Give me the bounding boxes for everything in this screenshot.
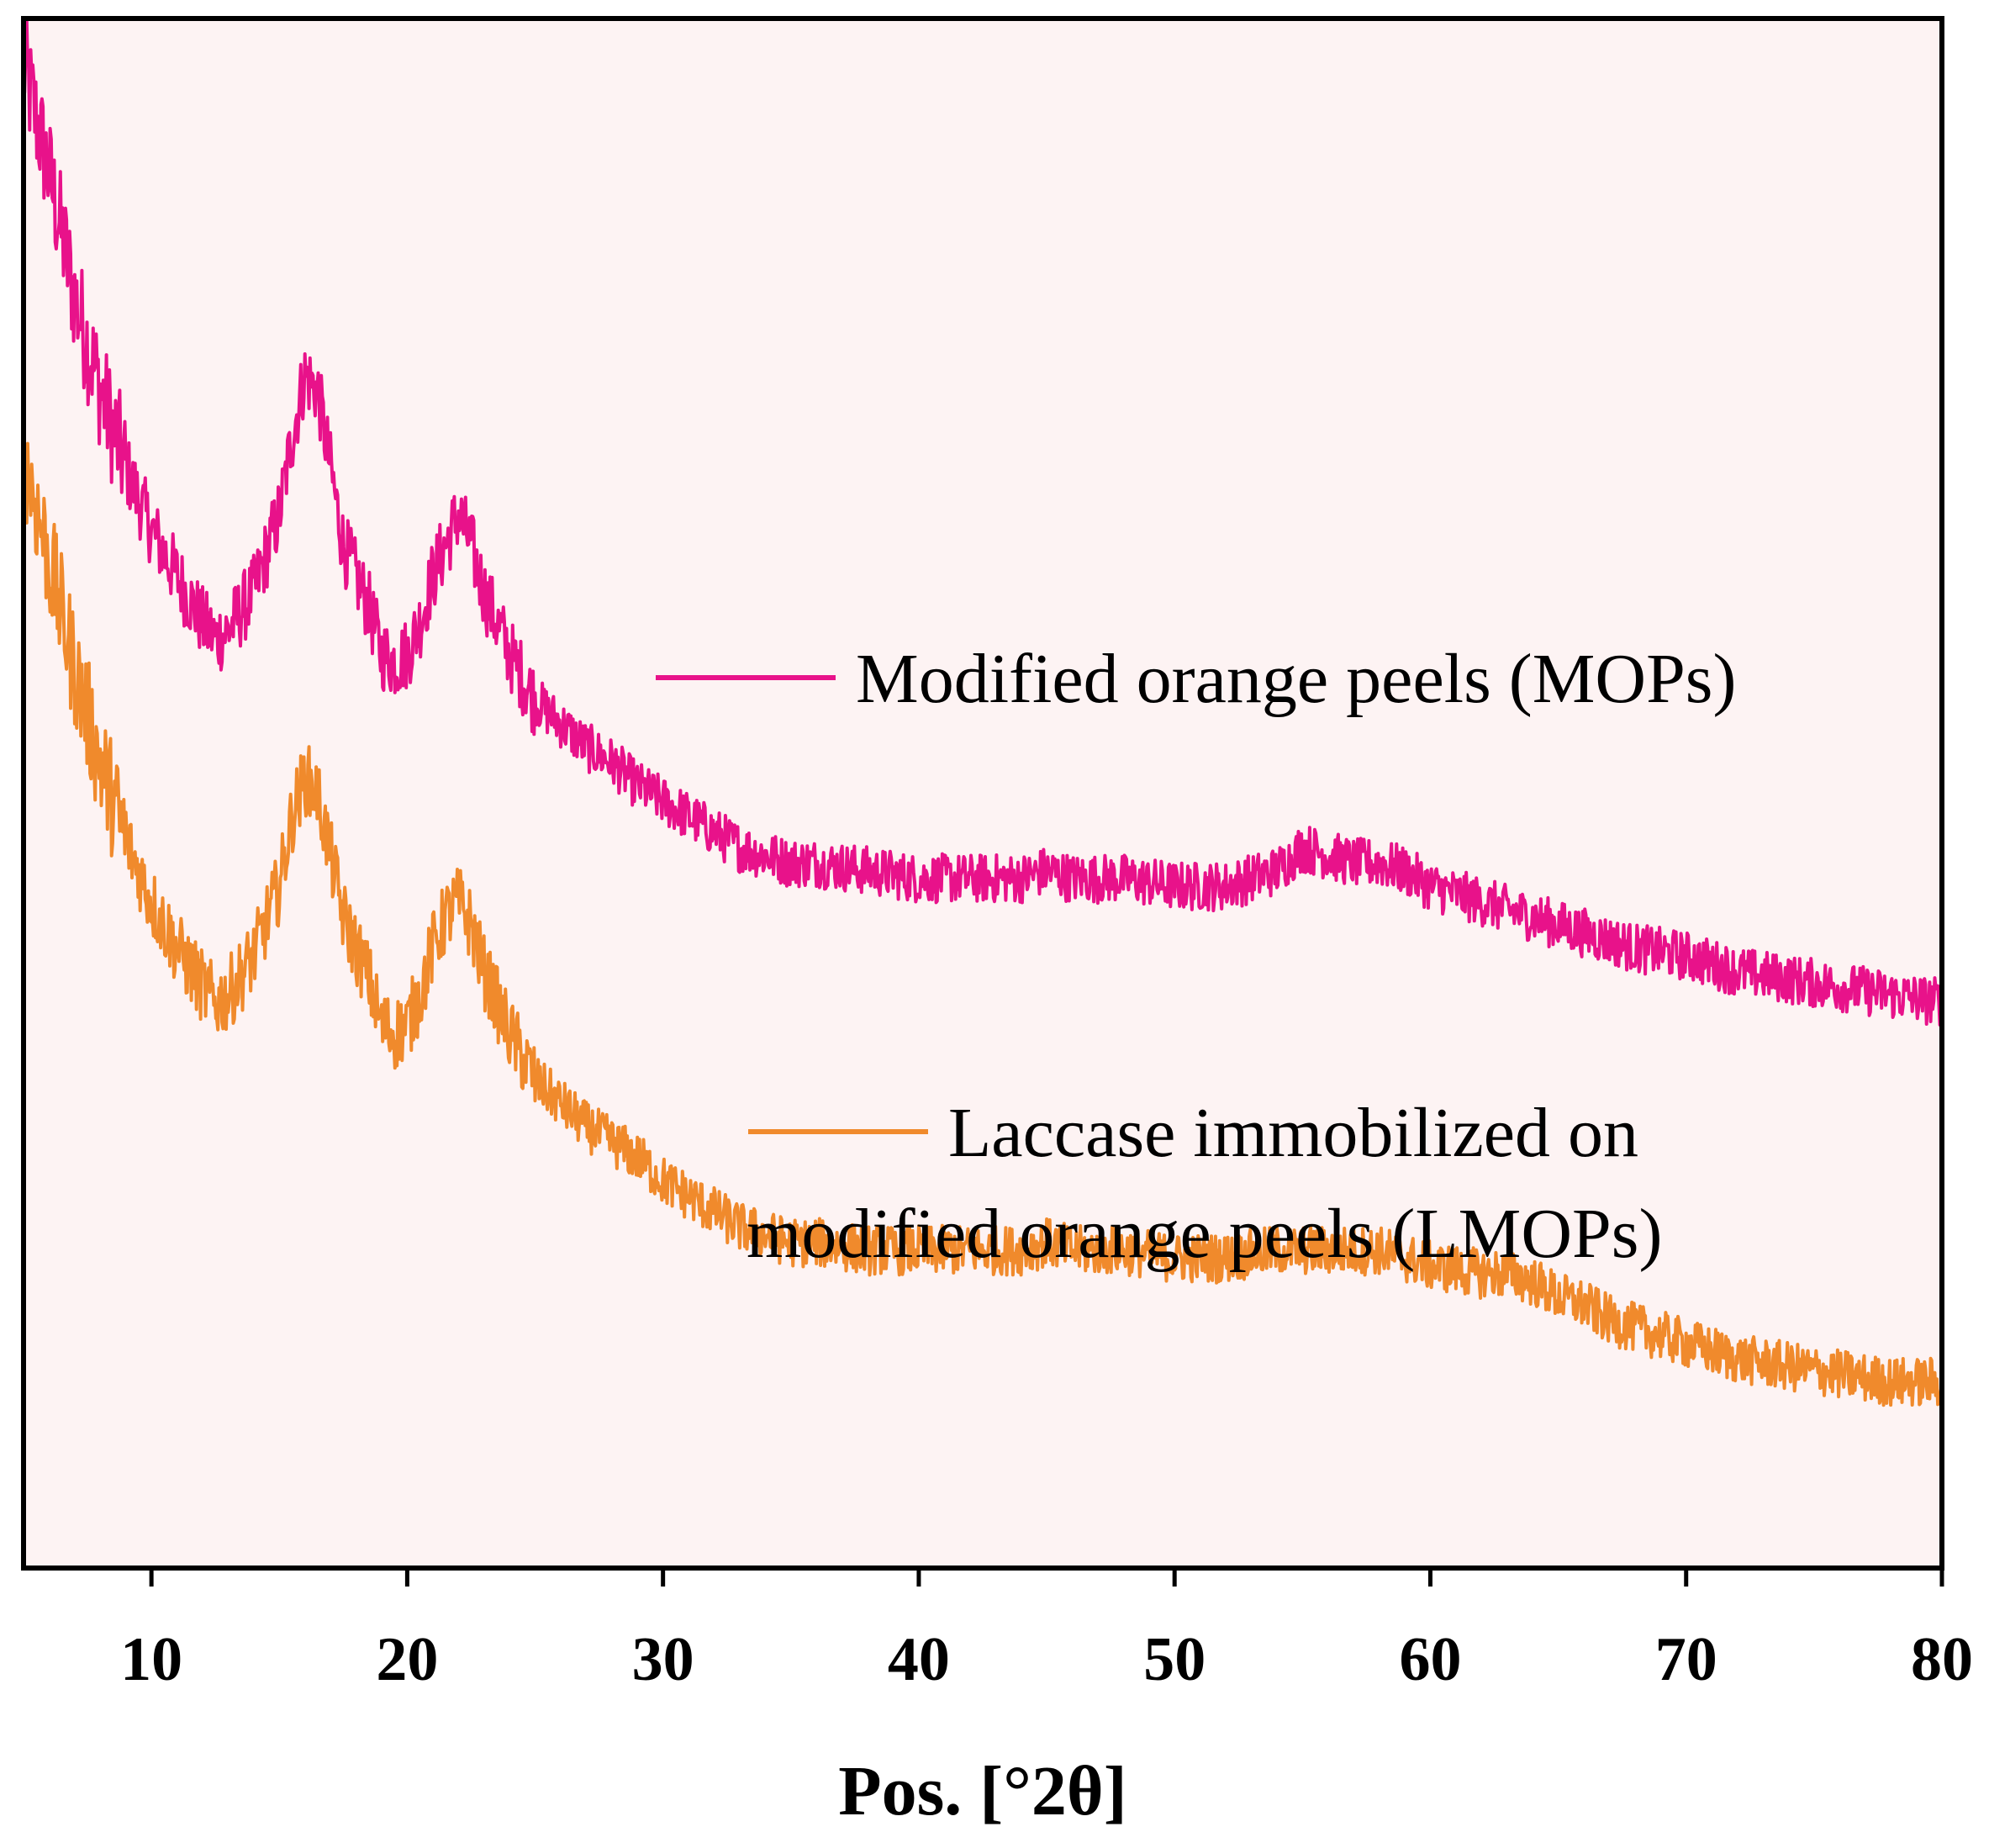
- plot-frame: [21, 16, 1944, 1571]
- legend-label-mops-line-1: Modified orange peels (MOPs): [856, 640, 1736, 718]
- x-tick-label-50: 50: [1143, 1625, 1206, 1694]
- legend-label-lmops-line-2: modified orange peels (LMOPs): [747, 1195, 1662, 1273]
- legend: Modified orange peels (MOPs) Laccase immo…: [656, 640, 1736, 1273]
- x-tick-label-40: 40: [888, 1625, 950, 1694]
- x-tick-label-20: 20: [376, 1625, 438, 1694]
- plot-area: [24, 18, 1942, 1568]
- series-line-mops: [22, 17, 1944, 1028]
- x-axis-ticks: 10 20 30 40 50 60 70 80: [120, 1568, 1973, 1694]
- x-tick-label-30: 30: [632, 1625, 694, 1694]
- x-axis-title: Pos. [°2θ]: [838, 1752, 1126, 1830]
- series-line-lmops: [22, 441, 1944, 1407]
- x-tick-label-80: 80: [1911, 1625, 1973, 1694]
- series-layer: [22, 17, 1944, 1407]
- x-tick-label-70: 70: [1655, 1625, 1717, 1694]
- x-tick-label-60: 60: [1399, 1625, 1461, 1694]
- legend-label-lmops-line-1: Laccase immobilized on: [948, 1094, 1638, 1172]
- x-tick-label-10: 10: [120, 1625, 182, 1694]
